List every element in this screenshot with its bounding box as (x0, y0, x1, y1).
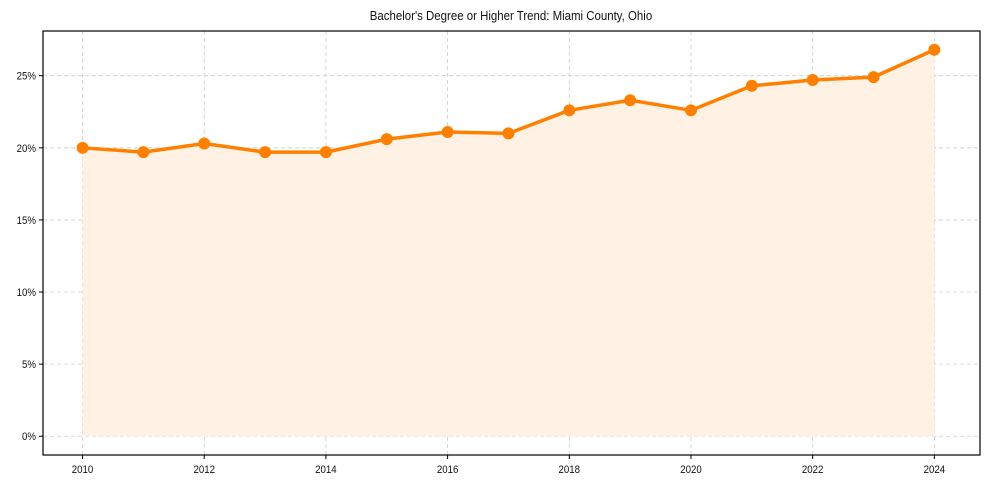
data-markers (76, 43, 941, 159)
y-tick-label: 25% (17, 71, 36, 83)
data-point-marker (319, 146, 332, 159)
data-point-marker (76, 141, 89, 154)
area-fill (82, 49, 935, 437)
y-tick-label: 15% (17, 215, 36, 227)
x-tick-label: 2020 (680, 465, 702, 477)
y-axis: 0% 5% 10% 15% 20% 25% (17, 71, 43, 443)
plot-frame (42, 30, 981, 456)
x-tick-label: 2016 (437, 465, 459, 477)
x-tick-label: 2024 (924, 465, 946, 477)
data-point-marker (563, 104, 576, 117)
data-point-marker (684, 104, 697, 117)
x-axis: 2010 2012 2014 2016 2018 2020 2022 2024 (72, 455, 946, 477)
data-point-marker (928, 43, 941, 56)
data-point-marker (745, 79, 758, 92)
data-point-marker (624, 94, 637, 107)
x-tick-label: 2022 (802, 465, 824, 477)
chart-title: Bachelor's Degree or Higher Trend: Miami… (369, 8, 653, 23)
data-point-marker (380, 133, 393, 146)
data-point-marker (502, 127, 515, 140)
x-tick-label: 2014 (315, 465, 337, 477)
y-tick-label: 20% (17, 143, 36, 155)
y-tick-label: 0% (22, 432, 36, 444)
data-point-marker (137, 146, 150, 159)
x-tick-label: 2018 (559, 465, 581, 477)
data-point-marker (806, 74, 819, 87)
y-tick-label: 5% (22, 360, 36, 372)
data-point-marker (867, 71, 880, 84)
x-tick-label: 2010 (72, 465, 94, 477)
data-point-marker (441, 125, 454, 138)
data-point-marker (198, 137, 211, 150)
y-tick-label: 10% (17, 288, 36, 300)
data-point-marker (259, 146, 272, 159)
x-tick-label: 2012 (193, 465, 215, 477)
